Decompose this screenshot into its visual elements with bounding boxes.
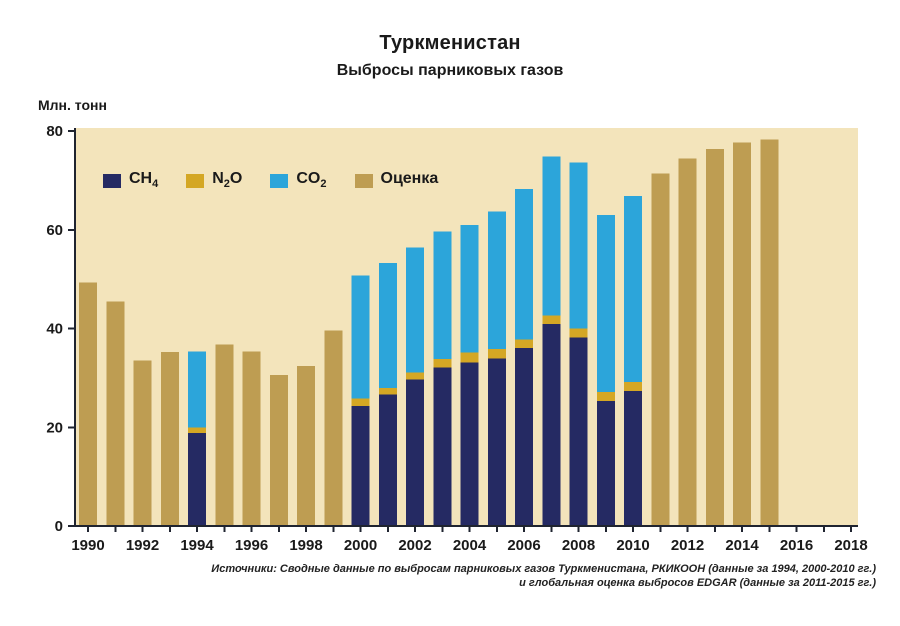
bar-segment-N2O-2007 [542,315,561,325]
bar-segment-Оценка-2015 [760,139,779,527]
x-tick-label: 2004 [453,537,487,554]
bar-segment-Оценка-1992 [133,360,152,526]
x-tick-label: 1992 [126,537,159,554]
y-tick-label: 20 [46,419,63,436]
legend-label-co2: CO2 [296,170,327,191]
bar-segment-Оценка-2011 [651,173,670,526]
y-tick-label: 60 [46,222,63,239]
bar-segment-CH4-1994 [188,433,206,526]
bar-segment-CH4-2010 [624,391,642,526]
bar-segment-CH4-2009 [596,401,615,526]
x-tick-label: 2002 [398,537,431,554]
bar-segment-CH4-2001 [378,394,397,526]
bar-segment-CO2-2008 [569,162,588,329]
y-axis-unit-label: Млн. тонн [38,97,107,113]
bar-segment-CH4-2007 [542,324,561,526]
bar-segment-CO2-2003 [433,231,452,360]
bar-segment-Оценка-1995 [215,344,234,526]
bar-segment-N2O-2006 [515,339,533,348]
x-tick-label: 1990 [71,537,104,554]
x-tick-label: 1994 [180,537,214,554]
x-tick-label: 2010 [616,537,649,554]
x-tick-label: 2012 [671,537,704,554]
bar-segment-CO2-2002 [406,247,424,373]
legend-label-ch4: CH4 [129,170,159,191]
source-note-line2: и глобальная оценка выбросов EDGAR (данн… [519,576,876,589]
bar-segment-Оценка-2014 [733,142,751,526]
chart-legend: CH4 N2O CO2 Оценка [103,171,438,190]
legend-label-n2o: N2O [212,170,243,191]
n2o-swatch-icon [186,173,205,188]
bar-segment-N2O-2004 [460,352,479,363]
bar-segment-CO2-2005 [487,211,506,350]
y-tick-label: 80 [46,123,63,140]
x-tick-label: 2006 [507,537,540,554]
bar-segment-CO2-2004 [460,224,479,353]
bar-segment-CH4-2000 [351,406,370,526]
bar-segment-CH4-2005 [487,358,506,526]
bar-segment-CH4-2003 [433,367,452,526]
bar-segment-N2O-2000 [351,398,370,407]
x-tick-label: 2016 [780,537,813,554]
chart-title: Туркменистан [379,32,521,54]
x-tick-label: 1996 [235,537,268,554]
bar-segment-N2O-2005 [487,349,506,359]
bar-segment-Оценка-1991 [106,301,125,526]
bar-segment-CO2-2009 [596,214,615,393]
bar-segment-Оценка-1990 [79,282,97,526]
x-tick-label: 2014 [725,537,759,554]
x-tick-label: 2008 [562,537,595,554]
x-tick-label: 2000 [344,537,377,554]
bar-segment-N2O-2010 [624,381,642,392]
co2-swatch-icon [270,173,289,188]
bar-segment-CO2-2000 [351,275,370,399]
y-tick-label: 40 [46,321,63,338]
bar-segment-CO2-2010 [624,196,642,382]
bar-segment-Оценка-2012 [678,158,697,526]
source-note: Источники: Сводные данные по выбросам па… [211,563,876,591]
legend-item-ch4: CH4 [103,171,158,190]
y-tick-label: 0 [55,518,63,535]
legend-label-estimate: Оценка [380,170,439,187]
bar-segment-CH4-2004 [460,362,479,526]
bar-segment-Оценка-1993 [160,352,179,526]
bar-segment-CO2-2006 [515,188,533,340]
chart-subtitle: Выбросы парниковых газов [336,62,564,79]
legend-item-estimate: Оценка [354,170,439,190]
legend-item-co2: CO2 [270,170,327,191]
bar-segment-CO2-1994 [188,351,206,428]
bar-segment-CO2-2007 [542,156,561,316]
bar-segment-Оценка-1998 [297,366,315,526]
bar-segment-N2O-2008 [569,328,588,338]
bar-segment-Оценка-1999 [324,330,343,526]
bar-segment-Оценка-1996 [242,351,261,526]
bar-segment-N2O-2003 [433,359,452,368]
bar-segment-CO2-2001 [378,262,397,388]
x-tick-label: 1998 [289,537,322,554]
bar-segment-N2O-2002 [406,372,424,380]
estimate-swatch-icon [354,173,373,188]
bar-segment-Оценка-1997 [269,374,288,526]
bar-segment-CH4-2002 [406,379,424,526]
bar-segment-N2O-1994 [188,427,206,434]
bar-segment-Оценка-2013 [705,148,724,526]
bar-segment-CH4-2006 [515,347,533,526]
bar-segment-CH4-2008 [569,337,588,526]
bar-segment-N2O-2009 [596,392,615,402]
legend-item-n2o: N2O [186,171,242,190]
x-tick-label: 2018 [834,537,867,554]
ch4-swatch-icon [103,173,121,188]
bar-segment-N2O-2001 [378,387,397,395]
source-note-line1: Источники: Сводные данные по выбросам па… [211,563,876,575]
